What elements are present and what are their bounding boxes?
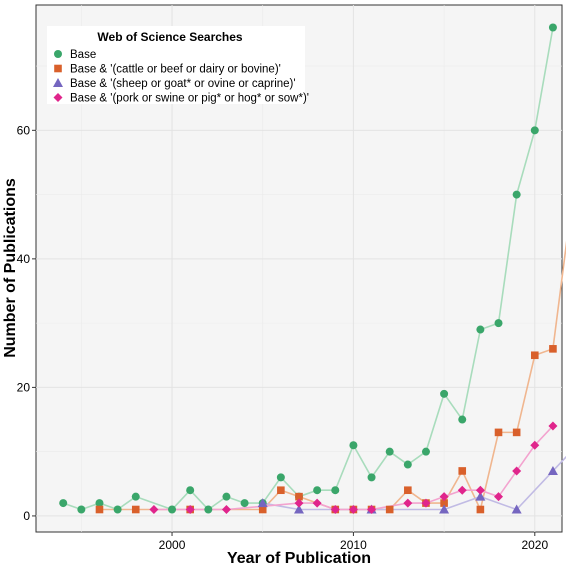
data-point-diamond	[403, 498, 413, 508]
x-tick-label: 2010	[340, 538, 367, 552]
data-point-diamond	[512, 466, 522, 476]
data-point-diamond	[548, 421, 558, 431]
data-point-triangle	[439, 504, 450, 514]
data-point-circle	[313, 486, 322, 495]
data-point-diamond	[348, 505, 358, 515]
data-point-circle	[77, 505, 86, 514]
data-point-circle	[349, 441, 358, 450]
data-point-square	[476, 505, 485, 514]
series-line-triangle	[262, 455, 566, 511]
legend-triangle-icon	[53, 78, 63, 87]
data-point-diamond	[421, 498, 431, 508]
data-point-diamond	[494, 492, 504, 502]
data-point-circle	[367, 473, 376, 482]
data-point-triangle	[475, 491, 486, 501]
data-point-diamond	[457, 485, 467, 495]
data-point-circle	[421, 447, 430, 456]
data-point-circle	[458, 415, 467, 424]
data-point-circle	[168, 505, 177, 514]
y-tick-label: 0	[23, 509, 30, 523]
data-point-square	[295, 492, 303, 501]
y-tick-label: 20	[17, 380, 31, 394]
data-point-square	[530, 351, 539, 360]
y-axis-title: Number of Publications	[2, 178, 19, 358]
data-point-square	[458, 467, 467, 475]
data-point-triangle	[294, 504, 304, 514]
y-tick-label: 60	[17, 123, 31, 137]
data-point-circle	[204, 505, 213, 514]
legend-label: Base & '(pork or swine or pig* or hog* o…	[70, 93, 309, 105]
legend-label: Base & '(sheep or goat* or ovine or capr…	[70, 78, 296, 90]
data-point-diamond	[185, 505, 195, 515]
legend-label: Base & '(cattle or beef or dairy or bovi…	[70, 64, 281, 76]
data-point-circle	[131, 492, 140, 501]
data-point-square	[258, 505, 267, 514]
data-point-diamond	[149, 505, 159, 515]
data-point-circle	[530, 126, 539, 135]
data-point-square	[131, 505, 140, 514]
legend: Web of Science Searches Base Base & '(cat…	[47, 26, 309, 105]
data-point-triangle	[511, 504, 522, 514]
legend-circle-icon	[54, 50, 62, 58]
legend-label: Base	[70, 49, 96, 61]
series-markers	[59, 23, 558, 515]
data-point-square	[512, 428, 521, 437]
y-tick-label: 40	[17, 252, 31, 266]
data-point-square	[95, 505, 104, 514]
legend-title: Web of Science Searches	[97, 30, 243, 44]
data-point-circle	[222, 492, 231, 501]
data-point-circle	[440, 389, 449, 398]
data-point-diamond	[312, 498, 322, 508]
data-point-circle	[186, 486, 195, 495]
data-point-circle	[403, 460, 412, 469]
legend-box	[47, 26, 305, 104]
grid-lines	[36, 5, 562, 532]
data-point-circle	[476, 325, 485, 334]
data-point-diamond	[330, 505, 340, 515]
data-point-circle	[548, 23, 557, 32]
legend-square-icon	[54, 64, 62, 73]
data-point-triangle	[547, 465, 558, 475]
data-point-diamond	[221, 505, 231, 515]
data-point-diamond	[530, 440, 540, 450]
data-point-square	[404, 486, 412, 495]
data-point-circle	[494, 319, 503, 328]
data-point-diamond	[475, 485, 485, 495]
data-point-square	[494, 428, 503, 437]
data-point-diamond	[439, 492, 449, 502]
data-point-circle	[276, 473, 285, 482]
data-point-square	[385, 505, 394, 514]
data-point-circle	[240, 499, 249, 508]
data-point-circle	[113, 505, 122, 514]
x-tick-label: 2020	[521, 538, 548, 552]
legend-items: Base Base & '(cattle or beef or dairy or …	[53, 49, 309, 105]
legend-diamond-icon	[53, 93, 63, 102]
x-tick-label: 2000	[159, 538, 186, 552]
data-point-circle	[95, 499, 104, 508]
data-point-circle	[331, 486, 340, 495]
data-point-square	[440, 499, 448, 507]
x-axis-title: Year of Publication	[227, 550, 371, 567]
axis-ticks: 0 20 40 60 2000 2010 2020	[17, 123, 549, 552]
data-point-circle	[385, 447, 394, 456]
data-point-square	[277, 486, 285, 495]
data-point-square	[549, 345, 557, 353]
data-point-diamond	[367, 505, 377, 515]
data-point-triangle	[257, 498, 268, 508]
data-point-diamond	[294, 498, 304, 508]
data-point-circle	[59, 499, 68, 508]
data-point-circle	[512, 190, 521, 199]
